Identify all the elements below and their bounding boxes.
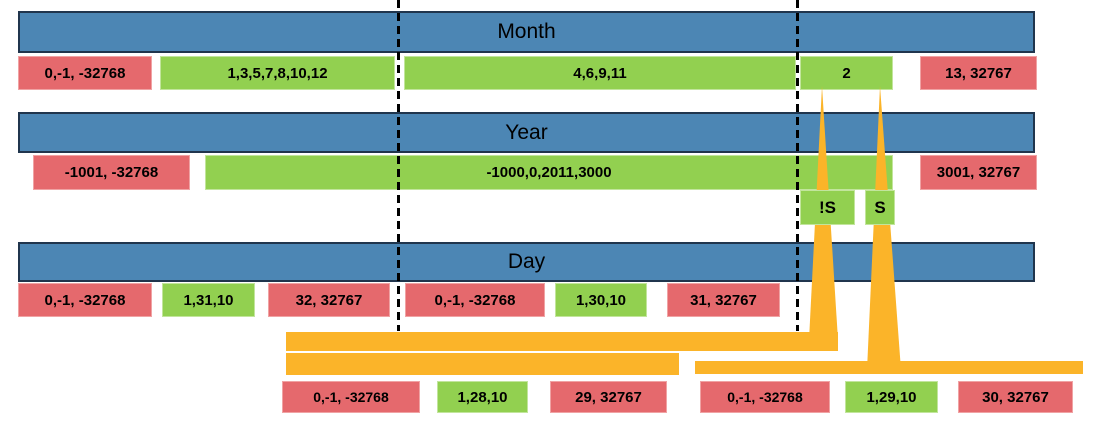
day30-invalid-above: 31, 32767 [667, 283, 780, 317]
partition-divider-left [397, 0, 400, 331]
feb29-valid: 1,29,10 [845, 381, 938, 413]
day-title: Day [507, 250, 546, 273]
feb29-invalid-below: 0,-1, -32768 [700, 381, 830, 413]
leap-bar [695, 361, 1083, 374]
year-invalid-below: -1001, -32768 [33, 155, 190, 190]
month-valid-february: 2 [800, 56, 893, 90]
day31-valid: 1,31,10 [162, 283, 255, 317]
feb28-invalid-below: 0,-1, -32768 [282, 381, 420, 413]
month-bar: Month [18, 11, 1035, 53]
year-invalid-above: 3001, 32767 [920, 155, 1037, 190]
not-leap-bar-upper [286, 332, 838, 351]
feb28-invalid-above: 29, 32767 [550, 381, 667, 413]
year-title: Year [505, 120, 548, 144]
year-bar: Year [18, 112, 1035, 153]
not-leap-bar-lower [286, 353, 679, 375]
feb28-valid: 1,28,10 [437, 381, 528, 413]
day31-invalid-below: 0,-1, -32768 [18, 283, 152, 317]
day-bar: Day [18, 242, 1035, 282]
day30-valid: 1,30,10 [555, 283, 647, 317]
year-valid-range: -1000,0,2011,3000 [205, 155, 893, 190]
feb29-invalid-above: 30, 32767 [958, 381, 1073, 413]
partition-divider-right [796, 0, 799, 331]
month-valid-30day: 4,6,9,11 [404, 56, 796, 90]
month-invalid-below: 0,-1, -32768 [18, 56, 152, 90]
month-title: Month [497, 20, 556, 43]
day30-invalid-below: 0,-1, -32768 [405, 283, 545, 317]
month-valid-31day: 1,3,5,7,8,10,12 [160, 56, 395, 90]
not-leap-badge: !S [800, 190, 855, 225]
day31-invalid-above: 32, 32767 [268, 283, 390, 317]
leap-badge: S [865, 190, 895, 225]
month-invalid-above: 13, 32767 [920, 56, 1037, 90]
